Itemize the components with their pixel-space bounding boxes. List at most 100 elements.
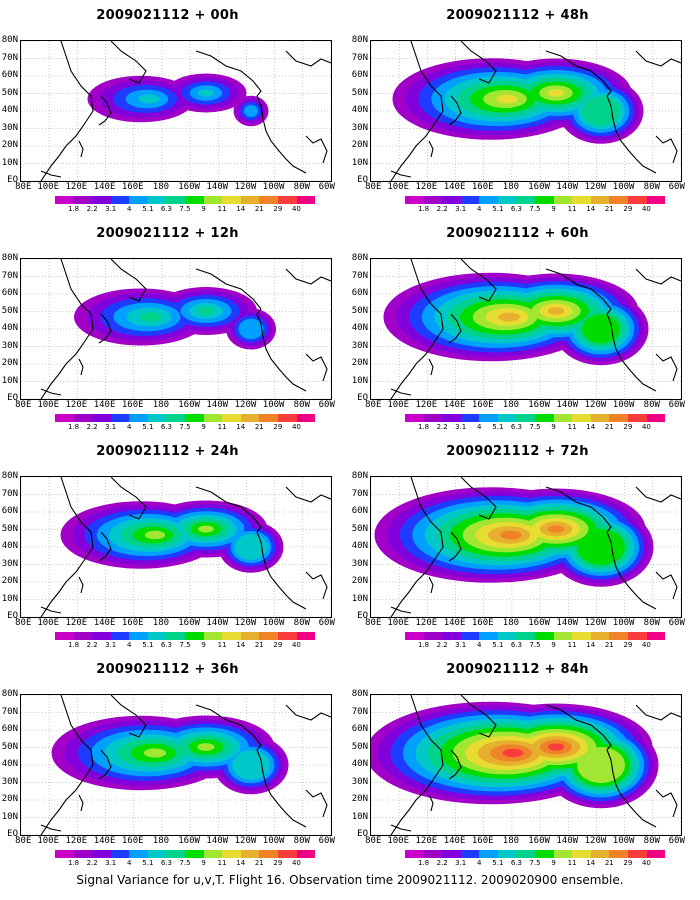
longitude-tick-label: 160W [178,400,200,410]
legend-swatch [92,632,111,640]
legend-swatch [222,850,241,858]
variance-map [20,694,332,836]
longitude-tick-label: 160W [528,400,550,410]
latitude-tick-label: 50N [351,305,368,316]
legend-value-label: 11 [217,205,227,213]
latitude-tick-label: 30N [351,122,368,133]
legend-value-label: 3.1 [455,205,467,213]
longitude-tick-label: 140W [556,182,579,192]
legend-swatch [73,850,93,858]
legend-swatch [73,196,93,204]
legend-value-label: 21 [254,423,264,431]
latitude-tick-label: 70N [1,270,18,281]
coastline [98,95,112,126]
latitude-tick-label: 70N [1,52,18,63]
latitude-tick-label: EQ [7,829,18,839]
latitude-tick-label: 70N [351,488,368,499]
legend-value-label: 21 [254,205,264,213]
legend-value-label: 5.1 [492,205,504,213]
legend-value-label: 29 [623,641,633,649]
forecast-panel: 2009021112 + 36h 80N 70N 60N 50N 40N 30N 20N 10N… [0,654,335,869]
legend-swatch [222,196,241,204]
latitude-tick-label: EQ [357,611,368,621]
coastline [390,259,444,399]
coastline [195,268,262,315]
legend-value-label: 21 [254,859,264,867]
variance-contour [547,525,565,533]
coastline [285,486,331,503]
legend-value-label: 40 [641,641,651,649]
latitude-tick-label: 60N [1,506,18,516]
variance-map [20,40,332,182]
legend-swatch [479,196,498,204]
longitude-tick-label: 100W [612,182,635,192]
coastline [635,486,681,503]
legend-swatch [405,196,424,204]
coastline [305,571,328,600]
coastline [545,268,612,315]
legend-value-label: 29 [273,641,283,649]
legend-swatch [627,850,647,858]
longitude-tick-label: 180 [502,618,520,628]
latitude-tick-label: 40N [1,759,18,769]
panel-title: 2009021112 + 12h [96,226,239,241]
legend-swatch [277,414,297,422]
latitude-tick-label: 80N [1,471,18,481]
legend-value-label: 7.5 [179,205,191,213]
legend-swatch [516,414,536,422]
longitude-tick-label: 80W [643,836,660,846]
legend-swatch [646,414,666,422]
longitude-tick-label: 160E [471,618,494,628]
legend-value-label: 9 [551,641,556,649]
coastline [98,749,112,780]
legend-color-bar [55,196,316,204]
legend-value-label: 11 [217,859,227,867]
coastline [78,576,84,594]
legend-swatch [497,632,517,640]
longitude-tick-label: 60W [668,182,685,192]
longitude-tick-label: 80W [293,618,310,628]
legend-value-label: 7.5 [529,205,541,213]
legend-value-label: 11 [217,423,227,431]
coastline [390,477,444,617]
longitude-tick-label: 180 [152,182,170,192]
latitude-axis: 80N 70N 60N 50N 40N 30N 20N 10N EQ [0,689,18,839]
legend-swatch [203,850,223,858]
coastline [428,794,434,812]
legend-value-label: 6.3 [160,859,172,867]
latitude-tick-label: EQ [7,611,18,621]
longitude-tick-label: 140E [93,182,116,192]
forecast-panel: 2009021112 + 84h 80N 70N 60N 50N 40N 30N 20N 10N… [350,654,685,869]
longitude-tick-label: 100E [37,400,60,410]
legend-swatch [405,414,424,422]
legend-swatch [516,632,536,640]
legend-swatch [479,632,498,640]
latitude-tick-label: 80N [351,253,368,263]
legend-value-label: 2.2 [436,641,448,649]
color-legend: 1.8 2.2 3.1 4 5.1 6.3 7.5 9 11 14 21 29 40 [55,850,316,870]
longitude-tick-label: 160E [471,182,494,192]
variance-contour [139,312,163,322]
legend-value-label: 29 [623,423,633,431]
longitude-tick-label: 180 [502,400,520,410]
legend-swatch [535,196,554,204]
latitude-tick-label: 10N [351,375,368,386]
coastline [256,749,307,828]
legend-value-label: 4 [477,423,482,431]
legend-value-label: 1.8 [67,423,80,431]
latitude-tick-label: 70N [351,52,368,63]
coastline [635,50,681,67]
latitude-tick-label: 30N [1,122,18,133]
latitude-tick-label: 20N [1,140,18,150]
longitude-tick-label: 100E [37,836,60,846]
longitude-axis: 80E 100E 120E 140E 160E 180 160W 140W 120W 100W 80… [365,836,685,848]
longitude-tick-label: 80W [293,836,310,846]
legend-value-label: 4 [127,423,132,431]
coastline [256,95,307,174]
legend-swatch [129,850,148,858]
longitude-tick-label: 160E [471,836,494,846]
legend-swatch [442,850,461,858]
longitude-tick-label: 120W [584,836,607,846]
legend-swatch [110,850,130,858]
legend-swatch [572,632,591,640]
